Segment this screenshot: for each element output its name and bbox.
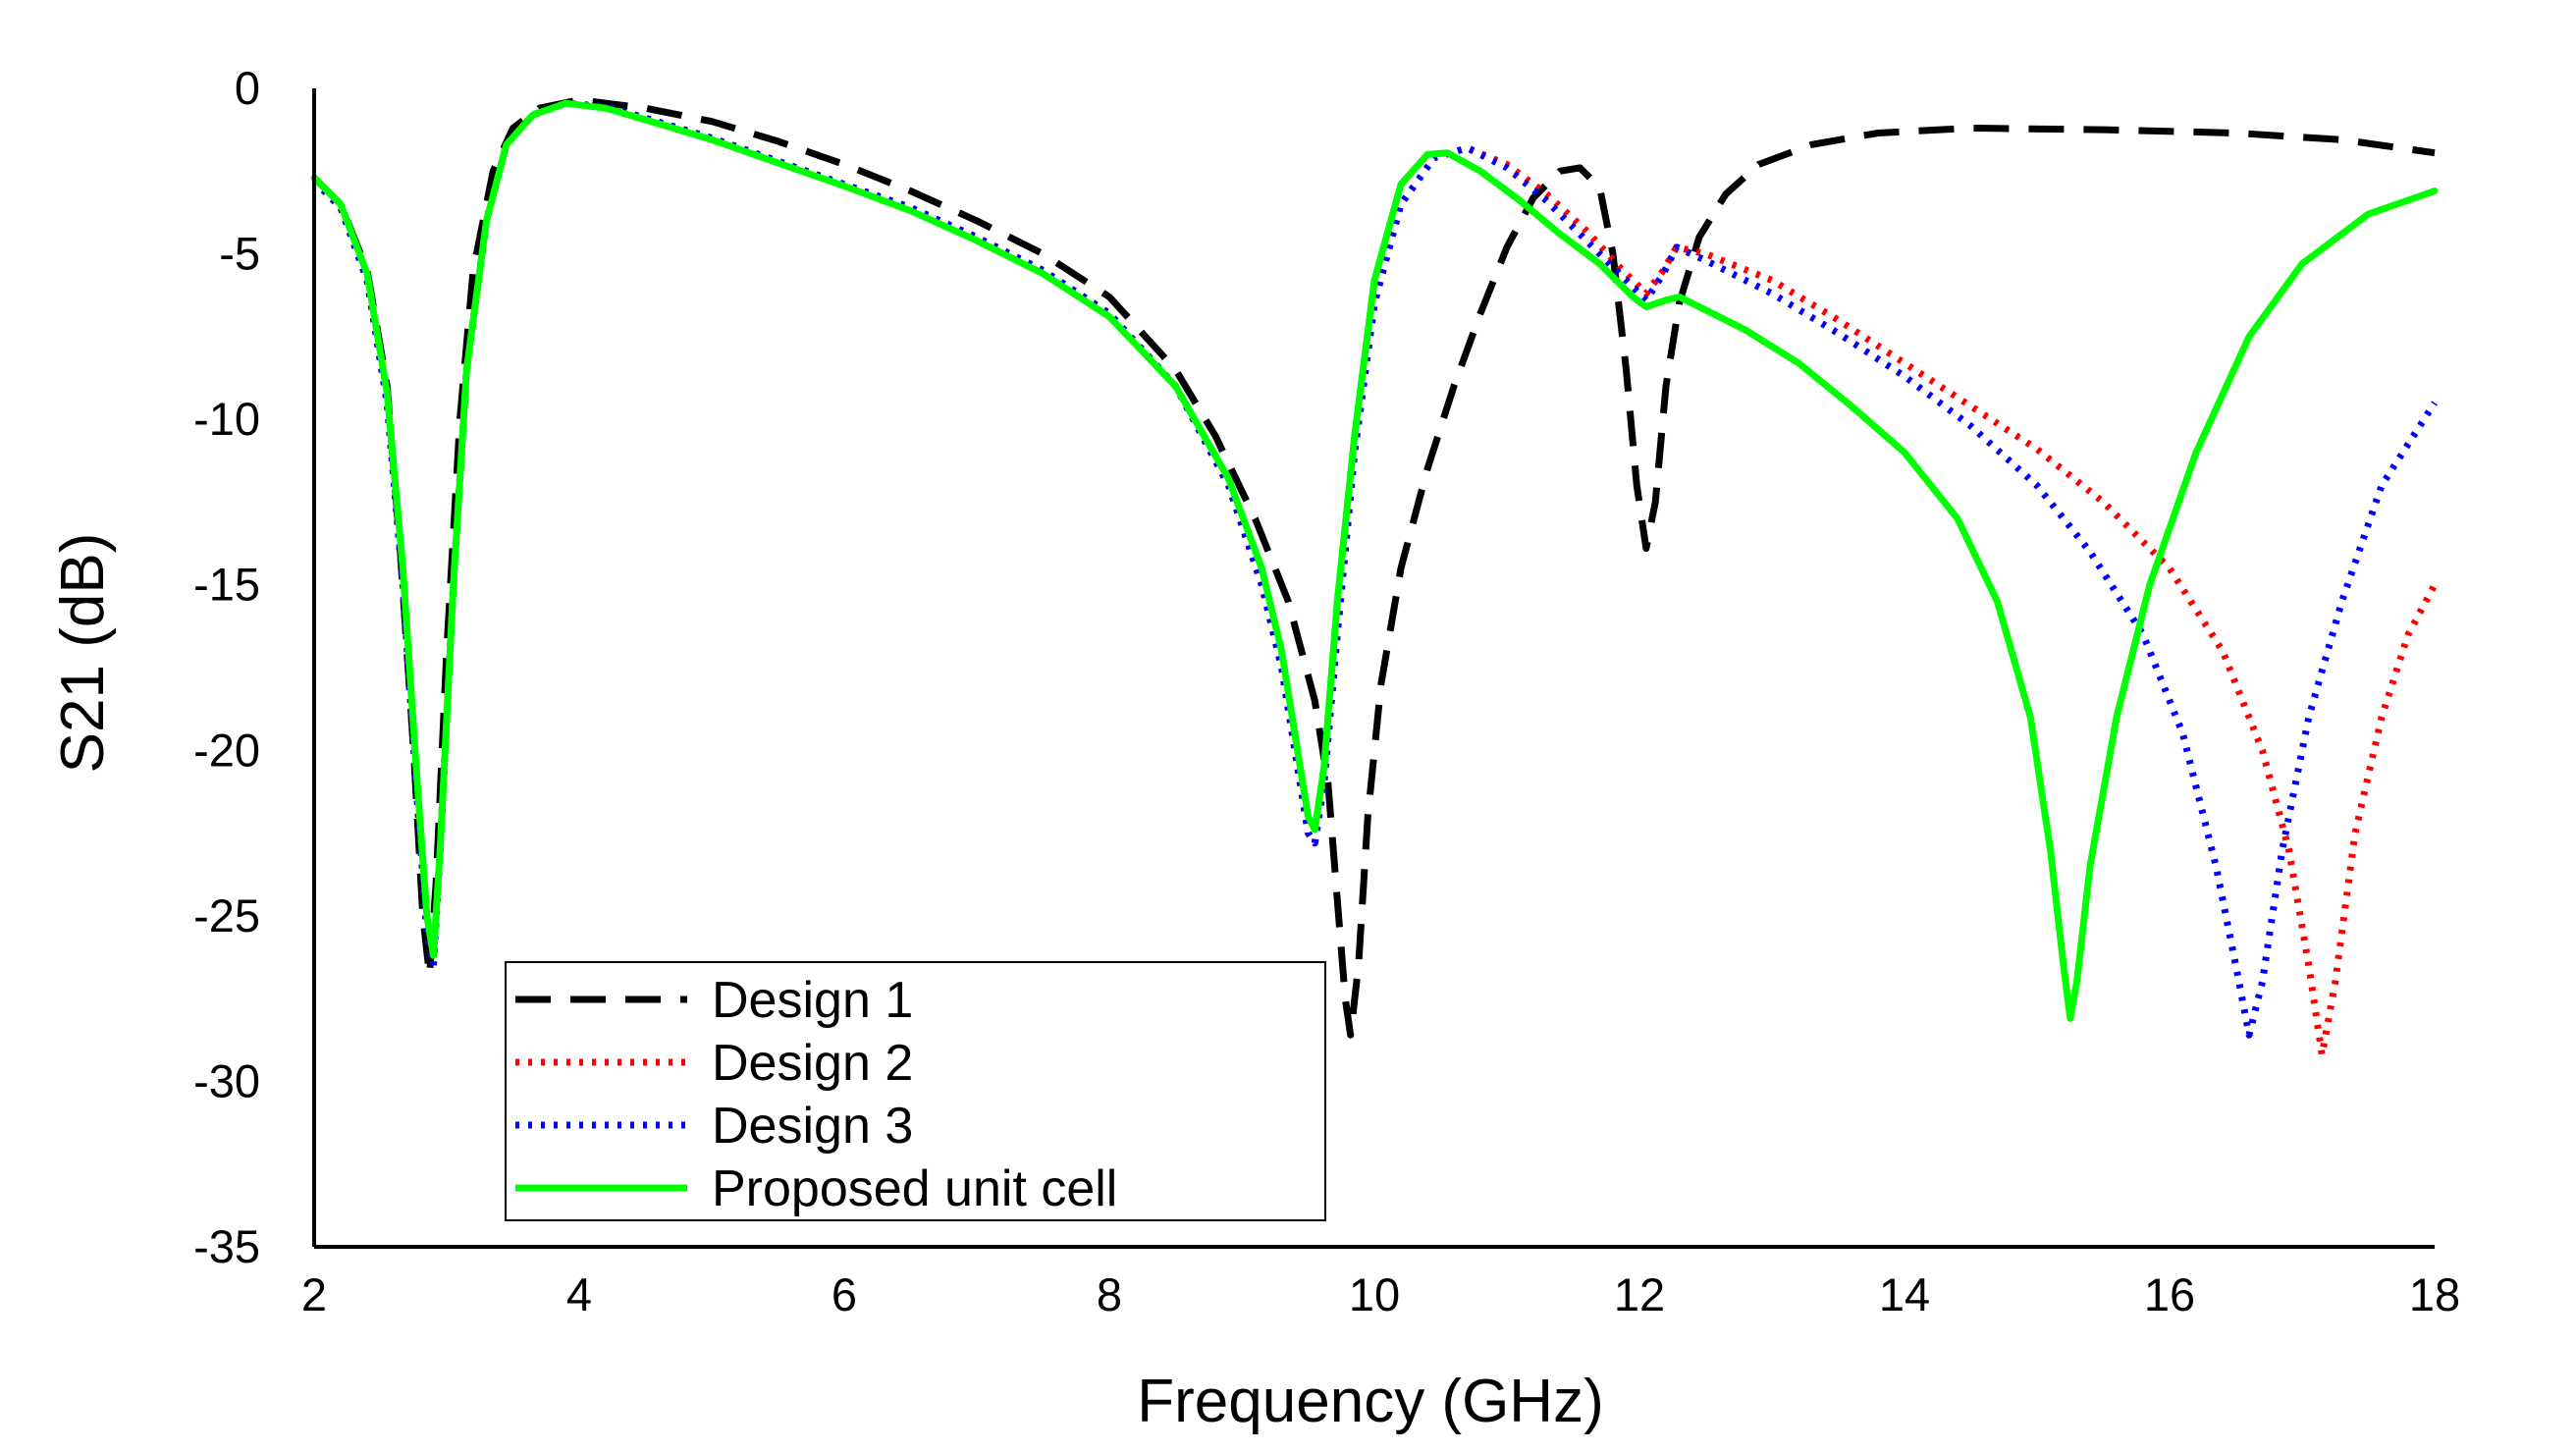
y-tick-label: -35 bbox=[193, 1220, 260, 1272]
x-tick-label: 10 bbox=[1349, 1268, 1400, 1320]
ticks-layer: 2 4 6 8 10 12 14 16 18 0 -5 -10 -15 -20 -25 -30 -35 bbox=[193, 62, 2460, 1320]
y-tick-label: 0 bbox=[235, 62, 260, 114]
legend-label-2: Design 2 bbox=[712, 1035, 913, 1092]
series-layer bbox=[310, 96, 2439, 1058]
legend-label-1: Design 1 bbox=[712, 972, 913, 1029]
x-tick-label: 14 bbox=[1879, 1268, 1930, 1320]
x-tick-label: 6 bbox=[832, 1268, 857, 1320]
x-tick-label: 8 bbox=[1097, 1268, 1122, 1320]
y-tick-label: -20 bbox=[193, 724, 260, 776]
y-tick-label: -25 bbox=[193, 889, 260, 942]
y-axis-title: S21 (dB) bbox=[49, 533, 117, 774]
x-tick-label: 2 bbox=[301, 1268, 327, 1320]
x-axis-title: Frequency (GHz) bbox=[1137, 1368, 1603, 1435]
legend-label-3: Design 3 bbox=[712, 1098, 913, 1155]
x-tick-label: 16 bbox=[2144, 1268, 2195, 1320]
y-tick-label: -5 bbox=[219, 228, 260, 280]
legend-label-4: Proposed unit cell bbox=[712, 1160, 1117, 1217]
legend-box bbox=[505, 961, 1326, 1221]
y-tick-label: -10 bbox=[193, 393, 260, 445]
y-tick-label: -30 bbox=[193, 1054, 260, 1106]
x-tick-label: 18 bbox=[2409, 1268, 2460, 1320]
x-tick-label: 12 bbox=[1614, 1268, 1665, 1320]
series-line-4 bbox=[310, 99, 2439, 1022]
axes-layer bbox=[312, 88, 2435, 1249]
y-tick-label: -15 bbox=[193, 559, 260, 611]
x-tick-label: 4 bbox=[566, 1268, 592, 1320]
